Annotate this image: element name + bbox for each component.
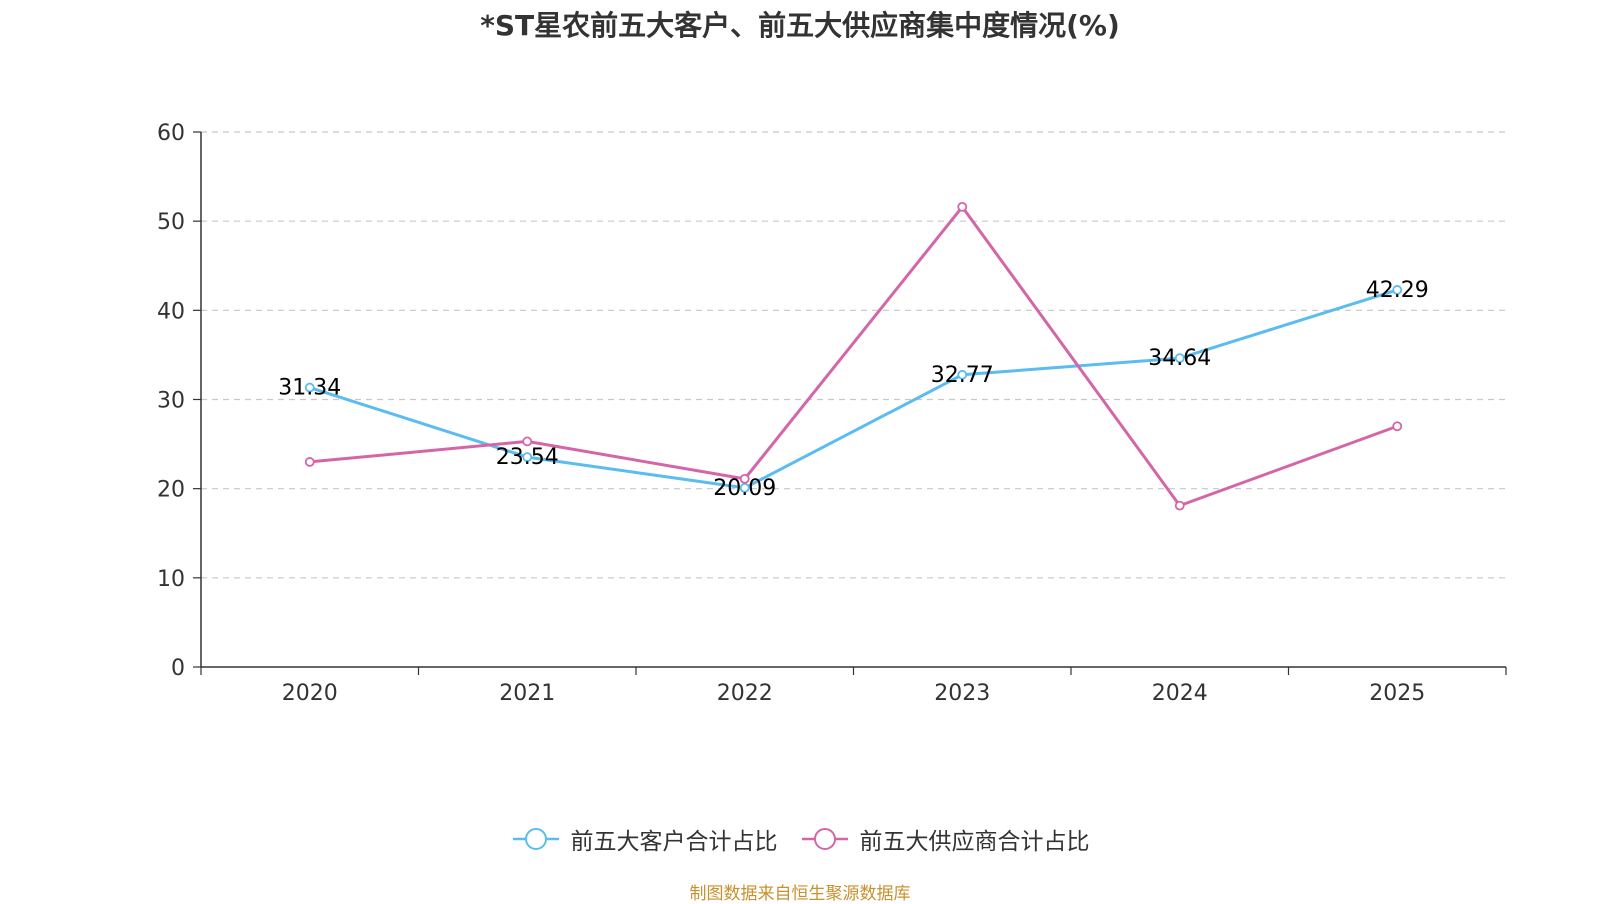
legend-marker-suppliers bbox=[801, 828, 848, 850]
data-point-1-4 bbox=[1174, 500, 1185, 511]
data-point-1-5 bbox=[1392, 421, 1403, 432]
data-label: 23.54 bbox=[496, 445, 559, 470]
data-point-1-0 bbox=[304, 457, 315, 467]
x-tick-label: 2023 bbox=[934, 681, 990, 706]
data-source-note: 制图数据来自恒生聚源数据库 bbox=[689, 884, 911, 904]
y-tick-label: 20 bbox=[157, 478, 185, 503]
legend-item-customers[interactable]: 前五大客户合计占比 bbox=[511, 822, 778, 856]
data-labels: 31.34 23.54 20.09 32.77 34.64 42.29 bbox=[278, 278, 1428, 501]
y-tick-label: 60 bbox=[157, 121, 185, 146]
data-point-1-1 bbox=[522, 436, 533, 447]
legend: 前五大客户合计占比 前五大供应商合计占比 bbox=[0, 822, 1600, 856]
data-point-0-2 bbox=[739, 482, 750, 493]
grid-lines bbox=[201, 131, 1506, 579]
y-tick-label: 0 bbox=[171, 656, 185, 681]
data-point-0-5 bbox=[1392, 285, 1403, 295]
legend-label-suppliers: 前五大供应商合计占比 bbox=[859, 829, 1090, 855]
data-label: 32.77 bbox=[931, 363, 994, 388]
y-tick-label: 40 bbox=[157, 299, 185, 324]
data-point-1-2 bbox=[739, 473, 750, 484]
x-tick-label: 2025 bbox=[1369, 681, 1425, 706]
series-line-1 bbox=[309, 205, 1398, 508]
data-label: 31.34 bbox=[278, 376, 341, 401]
series-lines bbox=[304, 201, 1403, 511]
x-tick-label: 2020 bbox=[282, 681, 338, 706]
y-tick-label: 30 bbox=[157, 389, 185, 414]
x-tick-label: 2024 bbox=[1152, 681, 1208, 706]
data-point-0-0 bbox=[304, 382, 315, 393]
legend-marker-customers bbox=[512, 828, 559, 850]
legend-item-suppliers[interactable]: 前五大供应商合计占比 bbox=[800, 822, 1090, 856]
data-point-1-3 bbox=[957, 201, 968, 212]
chart-title: *ST星农前五大客户、前五大供应商集中度情况(%) bbox=[480, 9, 1120, 42]
legend-label-customers: 前五大客户合计占比 bbox=[570, 829, 778, 855]
y-tick-label: 50 bbox=[157, 210, 185, 235]
data-point-0-1 bbox=[522, 452, 533, 463]
x-tick-label: 2022 bbox=[717, 681, 773, 706]
y-tick-label: 10 bbox=[157, 567, 185, 592]
axes: 0 10 20 30 40 50 60 2020 2021 2022 2023 2024 2025 bbox=[157, 121, 1507, 706]
data-point-0-4 bbox=[1174, 353, 1185, 364]
data-label: 42.29 bbox=[1366, 278, 1429, 303]
x-tick-label: 2021 bbox=[499, 681, 555, 706]
data-label: 34.64 bbox=[1148, 346, 1211, 371]
series-line-0 bbox=[309, 288, 1398, 490]
data-label: 20.09 bbox=[713, 476, 776, 501]
data-point-0-3 bbox=[957, 369, 968, 380]
